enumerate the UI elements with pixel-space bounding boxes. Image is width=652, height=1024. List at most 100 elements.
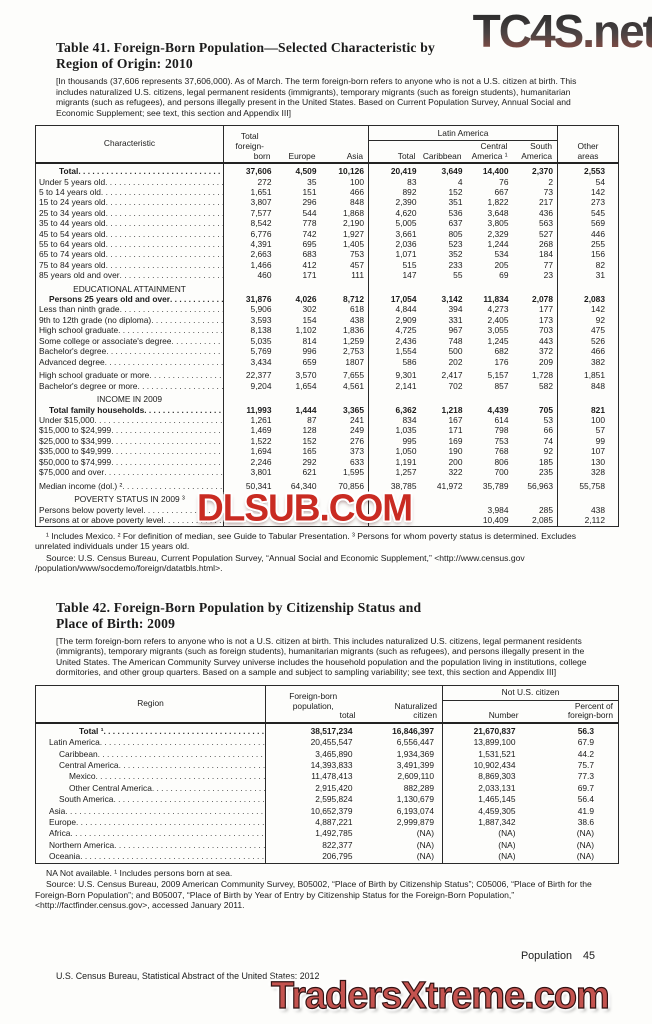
table42-body: Total ¹ 38,517,234 16,846,397 21,670,837 56.… <box>36 722 619 864</box>
cell: 8,712 <box>343 294 364 305</box>
cell: 4,725 <box>368 325 421 336</box>
cell: (NA) <box>442 851 524 864</box>
cell: 1,244 <box>487 239 509 250</box>
cell: 667 <box>494 187 509 197</box>
table-row: $75,000 and over 3,801 621 1,595 1,257 322 700… <box>36 467 619 478</box>
row-label: Caribbean <box>36 749 266 760</box>
cell: 41,972 <box>436 480 463 491</box>
col-header-central-america: Central America ¹ <box>467 141 513 164</box>
cell: 995 <box>368 435 421 447</box>
row-label-text: High school graduate <box>39 325 119 336</box>
cell: 753 <box>494 435 509 446</box>
cell: 436 <box>539 207 553 218</box>
header-line: America <box>521 150 552 161</box>
cell: 2,078 <box>532 294 553 305</box>
cell <box>421 515 467 526</box>
dot-leader <box>144 405 223 415</box>
cell: 268 <box>539 239 553 250</box>
row-label-text: Other Central America <box>69 782 152 793</box>
table42-title-line2: Place of Birth: 2009 <box>56 615 176 631</box>
cell: 2,370 <box>532 166 553 177</box>
dot-leader <box>78 166 223 176</box>
cell: 6,556,447 <box>396 737 434 748</box>
row-label: Less than ninth grade <box>36 304 224 314</box>
cell: 217 <box>539 197 553 208</box>
table42-title-line1: Table 42. Foreign-Born Population by Cit… <box>56 599 422 615</box>
cell: 2,553 <box>557 163 619 177</box>
cell: 4,620 <box>368 207 421 219</box>
header-line: America ¹ <box>471 150 508 161</box>
cell: 44.2 <box>577 748 594 759</box>
cell: 69.7 <box>577 782 594 793</box>
cell: 57 <box>557 425 619 436</box>
cell: 5,157 <box>487 370 509 381</box>
cell: 322 <box>448 467 463 478</box>
row-label: Under $15,000 <box>36 415 224 425</box>
cell: 1,465,145 <box>442 794 524 806</box>
row-label: High school graduate or more <box>36 367 224 381</box>
cell: 2,390 <box>368 197 421 208</box>
row-label-text: Advanced degree <box>39 356 105 367</box>
dot-leader <box>120 304 223 314</box>
row-label: 65 to 74 years old <box>36 249 224 259</box>
row-label: $50,000 to $74,999 <box>36 457 224 467</box>
cell: 206,795 <box>265 851 361 864</box>
cell: 2,436 <box>368 335 421 347</box>
dot-leader <box>170 294 223 304</box>
cell: 152 <box>448 187 463 197</box>
row-label-text: Total family households <box>49 404 145 415</box>
section-row: INCOME IN 2009 <box>36 391 619 405</box>
cell: 2,595,824 <box>265 794 361 806</box>
table41-header-row-2: Total Caribbean Central America ¹ South … <box>36 140 619 164</box>
dot-leader <box>106 239 223 249</box>
cell: 100 <box>557 415 619 426</box>
col-header-other-areas: Other areas <box>557 125 619 164</box>
cell: 3,365 <box>343 404 364 415</box>
cell: 2,999,879 <box>396 817 434 828</box>
row-label: Total <box>36 163 224 176</box>
cell: 2,246 <box>223 456 276 468</box>
cell: 1,554 <box>368 346 421 357</box>
row-label-text: 85 years old and over <box>39 270 120 281</box>
cell: 1,035 <box>368 425 421 436</box>
row-label-text: Oceania <box>49 851 81 862</box>
cell: 882,289 <box>403 782 434 793</box>
table-row: Persons below poverty level 3,984 285 438 <box>36 504 619 516</box>
row-label: 35 to 44 years old <box>36 218 224 228</box>
row-label: 55 to 64 years old <box>36 239 224 249</box>
col-header-la-total: Total <box>368 140 421 164</box>
dot-leader <box>137 381 223 391</box>
dot-leader <box>104 467 223 477</box>
cell: 41.9 <box>577 805 594 816</box>
row-label-text: Northern America <box>49 839 115 850</box>
row-label-text: 45 to 54 years old <box>39 228 106 239</box>
cell: 814 <box>302 335 317 346</box>
cell: 3,055 <box>487 325 509 336</box>
dot-leader <box>119 760 265 771</box>
cell: 272 <box>223 176 276 187</box>
dot-leader <box>100 737 265 748</box>
cell: 13,899,100 <box>442 737 524 749</box>
cell <box>368 280 421 295</box>
dot-leader <box>106 208 223 218</box>
dot-leader <box>149 370 223 380</box>
row-label-text: $35,000 to $49,999 <box>39 446 112 457</box>
row-label: Total family households <box>36 405 224 415</box>
header-line: Central <box>480 141 508 151</box>
cell: 38,785 <box>368 477 421 492</box>
cell: 618 <box>350 304 364 315</box>
cell: 35,789 <box>482 480 509 491</box>
cell: 100 <box>350 176 364 187</box>
cell: 55,758 <box>557 477 619 492</box>
cell: 107 <box>557 446 619 457</box>
cell: 834 <box>368 415 421 426</box>
cell: 171 <box>448 425 463 436</box>
cell: 22,377 <box>223 366 276 381</box>
cell: 700 <box>494 467 509 478</box>
header-line: Foreign-born <box>289 691 338 701</box>
cell: 3,649 <box>441 166 463 177</box>
cell <box>223 280 276 295</box>
table41-header-row-1: Characteristic Total foreign- born Europ… <box>36 125 619 164</box>
table-row: $15,000 to $24,999 1,469 128 249 1,035 171 798… <box>36 425 619 436</box>
